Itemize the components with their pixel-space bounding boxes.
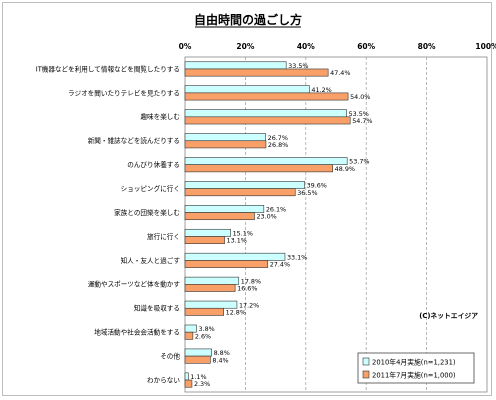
- data-label-series-1: 15.1%: [233, 229, 253, 237]
- bar-series-1: [184, 205, 265, 213]
- legend: 2010年4月実施(n=1,231) 2011年7月実施(n=1,000): [357, 352, 475, 384]
- bar-series-1: [184, 372, 189, 381]
- bar-series-2: [184, 92, 349, 101]
- data-label-series-2: 54.7%: [352, 117, 372, 125]
- category-label: 旅行に行く: [147, 232, 180, 241]
- plot-area-border: [184, 56, 488, 393]
- bar-series-1: [184, 109, 347, 118]
- bar-series-2: [184, 307, 224, 316]
- data-label-series-1: 3.8%: [198, 325, 214, 333]
- chart-title: 自由時間の過ごし方: [194, 12, 302, 27]
- category-label: 地域活動や社会会活動をする: [94, 328, 180, 337]
- data-label-series-2: 27.4%: [270, 261, 290, 269]
- value-labels: 33.5% 47.4% 41.2% 54.0% 53.5%54.7% 26.7%26.8%…: [190, 62, 372, 388]
- legend-swatch-series-1: [362, 357, 370, 366]
- bar-series-2: [184, 355, 211, 364]
- bar-series-2: [184, 331, 194, 340]
- category-label: 趣味を楽しむ: [140, 112, 180, 121]
- category-label: 知人・友人と過ごす: [121, 256, 181, 265]
- category-label: その他: [160, 352, 180, 361]
- bar-series-2: [184, 68, 329, 77]
- bar-series-1: [184, 61, 287, 70]
- legend-box: [357, 352, 475, 384]
- data-label-series-2: 26.8%: [268, 141, 288, 149]
- bar-series-2: [184, 140, 267, 149]
- data-label-series-2: 48.9%: [335, 165, 355, 173]
- x-tick-label: 20%: [236, 42, 254, 51]
- bar-series-2: [184, 284, 236, 292]
- bar-series-2: [184, 260, 269, 268]
- category-label: 新聞・雑誌などを読んだりする: [88, 136, 180, 145]
- bar-series-2: [184, 116, 351, 125]
- category-label: 運動やスポーツなど体を動かす: [88, 280, 181, 289]
- bar-series-2: [184, 188, 296, 197]
- bar-series-1: [184, 252, 286, 261]
- bar-series-1: [184, 276, 240, 285]
- bar-series-1: [184, 157, 348, 165]
- bars: [184, 61, 351, 388]
- data-label-series-1: 26.1%: [266, 206, 286, 214]
- x-tick-label: 60%: [357, 42, 375, 51]
- bar-series-1: [184, 85, 310, 94]
- x-tick-label: 40%: [297, 42, 315, 51]
- legend-swatch-series-2: [362, 370, 370, 379]
- bar-series-2: [184, 164, 333, 173]
- data-label-series-2: 2.6%: [195, 332, 211, 340]
- data-label-series-2: 54.0%: [350, 93, 370, 101]
- category-label: ショッピングに行く: [121, 184, 180, 193]
- data-label-series-2: 2.3%: [194, 380, 210, 388]
- data-label-series-1: 1.1%: [190, 373, 206, 381]
- x-tick-label: 0%: [179, 42, 192, 51]
- data-label-series-1: 41.2%: [311, 86, 331, 94]
- category-label: わからない: [147, 376, 180, 384]
- category-labels: IT機器などを利用して情報などを閲覧したりするラジオを聞いたりテレビを見たりする…: [36, 64, 181, 384]
- bar-series-1: [184, 348, 212, 357]
- data-label-series-1: 33.1%: [287, 253, 307, 261]
- x-tick-label: 80%: [418, 42, 436, 51]
- bar-series-1: [184, 133, 266, 142]
- data-label-series-1: 53.5%: [349, 110, 369, 118]
- chart-credit: (C)ネットエイジア: [419, 312, 478, 320]
- data-label-series-2: 23.0%: [256, 213, 276, 221]
- data-label-series-2: 36.5%: [297, 189, 317, 197]
- data-label-series-1: 8.8%: [214, 349, 230, 357]
- x-axis-ticks: 0% 20% 40% 60% 80% 100%: [179, 42, 496, 51]
- data-label-series-1: 17.8%: [241, 277, 261, 285]
- category-label: 知識を吸収する: [134, 304, 180, 313]
- data-label-series-1: 39.6%: [307, 182, 327, 190]
- bar-series-1: [184, 300, 238, 309]
- data-label-series-1: 33.5%: [288, 62, 308, 70]
- legend-label-series-1: 2010年4月実施(n=1,231): [372, 357, 456, 366]
- data-label-series-1: 26.7%: [268, 134, 288, 142]
- category-label: ラジオを聞いたりテレビを見たりする: [68, 88, 180, 97]
- gridlines: [245, 57, 427, 392]
- bar-series-2: [184, 236, 225, 244]
- category-label: IT機器などを利用して情報などを閲覧したりする: [36, 64, 180, 73]
- data-label-series-2: 8.4%: [212, 356, 228, 364]
- category-label: のんびり休養する: [127, 160, 180, 169]
- bar-series-2: [184, 212, 255, 221]
- x-tick-label: 100%: [475, 42, 496, 51]
- legend-label-series-2: 2011年7月実施(n=1,000): [372, 370, 456, 379]
- data-label-series-1: 17.2%: [239, 301, 259, 309]
- data-label-series-2: 12.8%: [226, 308, 246, 316]
- bar-series-1: [184, 228, 231, 237]
- data-label-series-1: 53.7%: [349, 158, 369, 166]
- data-label-series-2: 13.1%: [227, 237, 247, 245]
- category-label: 家族との団欒を楽しむ: [114, 208, 180, 217]
- data-label-series-2: 16.6%: [237, 285, 257, 293]
- bar-series-1: [184, 324, 197, 333]
- bar-series-1: [184, 181, 305, 189]
- bar-series-2: [184, 379, 193, 388]
- data-label-series-2: 47.4%: [330, 69, 350, 77]
